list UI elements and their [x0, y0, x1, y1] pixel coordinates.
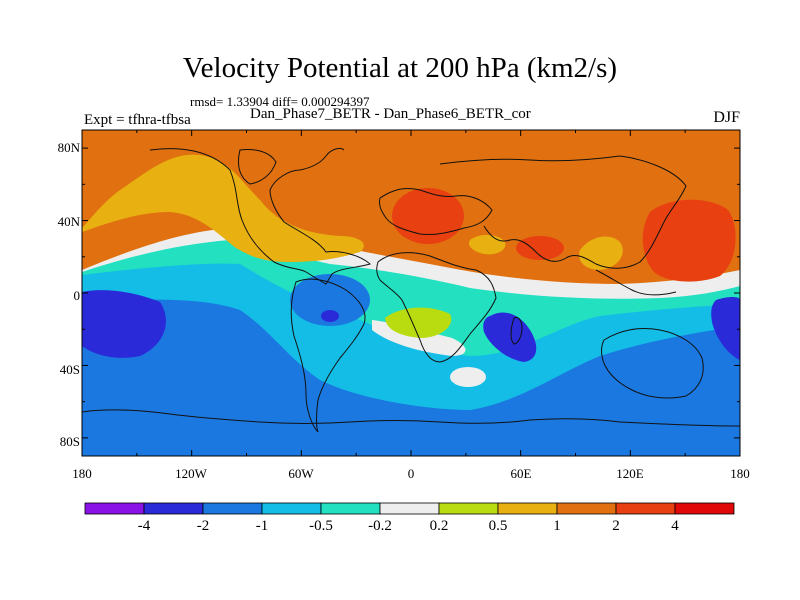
- lon-tick-180e: 180: [730, 466, 750, 481]
- colorbar-label: 4: [671, 518, 679, 534]
- colorbar-label: 1: [553, 518, 561, 534]
- lon-tick-120w: 120W: [175, 466, 207, 481]
- colorbar-swatch: [438, 502, 499, 515]
- red-patch-arabia: [516, 236, 564, 260]
- colorbar-label: 2: [612, 518, 620, 534]
- colorbar-label: -1: [255, 518, 269, 534]
- experiment-label: Expt = tfhra-tfbsa: [84, 112, 191, 128]
- lon-tick-120e: 120E: [616, 466, 644, 481]
- coastline-south-america: [290, 278, 366, 433]
- coastline-africa: [376, 252, 497, 363]
- colorbar-swatch: [556, 502, 617, 515]
- map-title: Velocity Potential at 200 hPa (km2/s): [182, 52, 618, 84]
- coastline-europe: [379, 187, 493, 235]
- rmsd-stats: rmsd= 1.33904 diff= 0.000294397: [190, 94, 370, 109]
- southern-band-blue: [82, 299, 740, 456]
- lat-tick-80n: 80N: [57, 140, 80, 155]
- coastline-north-america: [149, 147, 372, 285]
- colorbar-swatch: [143, 502, 204, 515]
- difference-label: Dan_Phase7_BETR - Dan_Phase6_BETR_cor: [250, 106, 531, 122]
- yellowgreen-patch-africa: [385, 307, 452, 338]
- colorbar-label: -0.2: [368, 518, 392, 534]
- gold-patch-arabia: [468, 234, 506, 255]
- lat-tick-40n: 40N: [57, 214, 80, 229]
- colorbar-swatch: [84, 502, 145, 515]
- colorbar-swatch: [202, 502, 263, 515]
- season-label: DJF: [713, 109, 740, 126]
- colorbar-swatch: [261, 502, 322, 515]
- darkblue-patch-pacific: [82, 290, 166, 358]
- darkblue-patch-east-edge: [711, 297, 740, 360]
- gold-patch-northwest: [82, 154, 364, 262]
- coastline-southeast-asia: [595, 269, 677, 296]
- darkblue-patch-madagascar: [483, 312, 537, 362]
- lat-tick-80s: 80S: [59, 434, 80, 449]
- colorbar-label: -4: [137, 518, 151, 534]
- lon-tick-180w: 180: [72, 466, 92, 481]
- lon-tick-0: 0: [407, 466, 415, 481]
- colorbar-label: 0.5: [488, 518, 508, 534]
- colorbar-swatch: [674, 502, 735, 515]
- lon-tick-60w: 60W: [288, 466, 314, 481]
- blue-patch-amazon: [290, 274, 370, 326]
- colorbar-swatch: [615, 502, 676, 515]
- coastline-australia: [601, 327, 704, 399]
- coastline-madagascar: [510, 317, 523, 345]
- colorbar-label: 0.2: [429, 518, 449, 534]
- colorbar: [84, 502, 735, 515]
- colorbar-label: -0.5: [309, 518, 333, 534]
- coastlines: [82, 147, 740, 433]
- colorbar-swatch: [497, 502, 558, 515]
- gold-patch-east: [579, 236, 623, 270]
- colorbar-swatch: [379, 502, 440, 515]
- colorbar-label: -2: [196, 518, 210, 534]
- coastline-asia: [439, 155, 687, 269]
- red-patch-europe: [392, 188, 464, 244]
- lon-tick-60e: 60E: [510, 466, 532, 481]
- white-patch-south-indian: [450, 367, 486, 387]
- lat-tick-0: 0: [73, 288, 81, 303]
- darkblue-patch-brazil: [321, 310, 339, 322]
- colorbar-swatch: [320, 502, 381, 515]
- map-field: [82, 130, 740, 456]
- lat-tick-40s: 40S: [59, 362, 80, 377]
- coastline-greenland: [237, 149, 277, 185]
- red-patch-pacific: [642, 199, 736, 282]
- coastline-antarctica: [82, 409, 740, 427]
- axis-ticks: [81, 130, 741, 456]
